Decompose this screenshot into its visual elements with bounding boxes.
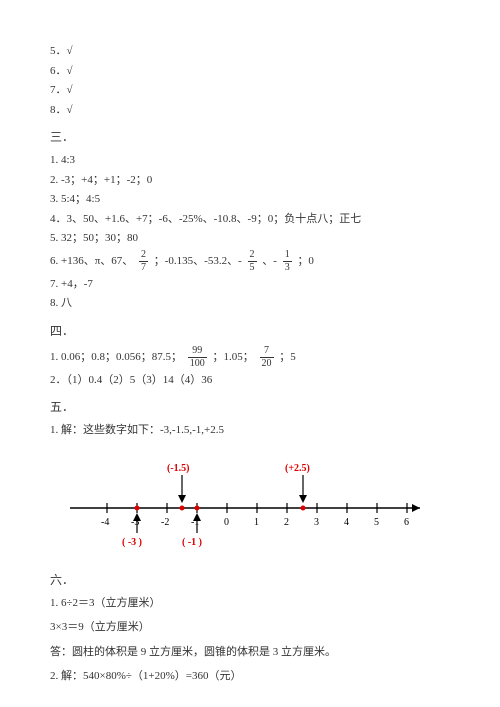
s6-l3: 答：圆柱的体积是 9 立方厘米，圆锥的体积是 3 立方厘米。 [50,644,450,661]
sec2-item-8: 8．√ [50,102,450,119]
tick-5: 5 [374,517,379,528]
number-line-figure: -4-3-2-10123456 (-1.5) (+2.5) ( -3 ) ( -… [50,453,450,553]
heading-6: 六． [50,571,450,589]
s3-l6d: ；0 [297,255,314,267]
s6-l4: 2. 解：540×80%÷（1+20%）=360（元） [50,668,450,685]
tick-6: 6 [404,517,409,528]
sec2-item-7: 7．√ [50,82,450,99]
s4-l1: 1. 0.06；0.8；0.056；87.5； 99100 ；1.05； 720… [50,346,450,369]
s4-l1c: ；5 [279,351,296,363]
nl-top-label-2: (+2.5) [285,463,310,474]
s3-l6a: 6. +136、π、67、 [50,255,133,267]
s5-l1: 1. 解：这些数字如下：-3,-1.5,-1,+2.5 [50,422,450,439]
s3-l8: 8. 八 [50,295,450,312]
s4-l1b: ；1.05； [213,351,254,363]
frac-99-100: 99100 [188,346,207,369]
s3-l1: 1. 4:3 [50,152,450,169]
tick--2: -2 [161,517,169,528]
frac-1-3: 13 [283,250,292,273]
s3-l3: 3. 5:4；4:5 [50,191,450,208]
heading-4: 四． [50,322,450,340]
s4-l1a: 1. 0.06；0.8；0.056；87.5； [50,351,182,363]
s3-l7: 7. +4，-7 [50,276,450,293]
s3-l6: 6. +136、π、67、 27 ；-0.135、-53.2、- 25 、- 1… [50,250,450,273]
tick-1: 1 [254,517,259,528]
tick--4: -4 [101,517,109,528]
sec2-item-5: 5．√ [50,43,450,60]
heading-5: 五． [50,398,450,416]
tick-4: 4 [344,517,349,528]
s3-l6b: ；-0.135、-53.2、- [154,255,242,267]
tick-3: 3 [314,517,319,528]
frac-2-7: 27 [139,250,148,273]
frac-7-20: 720 [260,346,274,369]
heading-3: 三． [50,128,450,146]
sec2-item-6: 6．√ [50,63,450,80]
s3-l4: 4．3、50、+1.6、+7；-6、-25%、-10.8、-9；0；负十点八；正… [50,211,450,228]
s6-l1: 1. 6÷2＝3（立方厘米） [50,595,450,612]
s6-l2: 3×3＝9（立方厘米） [50,619,450,636]
s3-l2: 2. -3；+4；+1；-2；0 [50,172,450,189]
s4-l2: 2．（1）0.4（2）5（3）14（4）36 [50,372,450,389]
nl-bot-label-1: ( -3 ) [122,537,142,548]
tick-2: 2 [284,517,289,528]
nl-bot-label-2: ( -1 ) [182,537,202,548]
nl-top-label-1: (-1.5) [167,463,190,474]
s3-l5: 5. 32；50；30；80 [50,230,450,247]
s3-l6c: 、- [262,255,277,267]
tick-0: 0 [224,517,229,528]
frac-2-5: 25 [248,250,257,273]
